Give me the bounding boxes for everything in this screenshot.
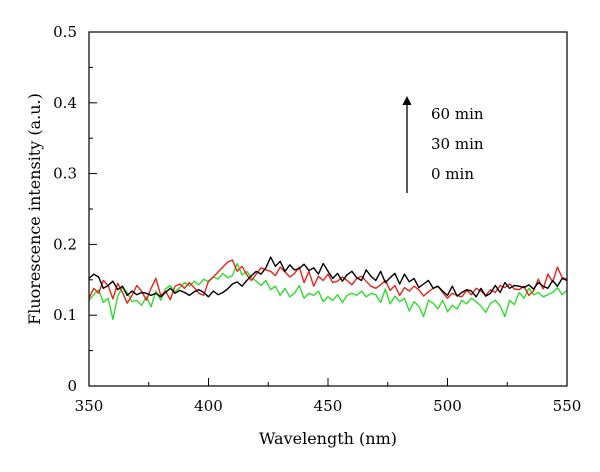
plot-frame xyxy=(88,31,568,387)
time-label-60min: 60 min xyxy=(431,105,484,123)
series-layer xyxy=(88,256,568,321)
y-tick-label: 0.2 xyxy=(53,235,77,253)
y-tick-label: 0.4 xyxy=(53,94,77,112)
time-label-30min: 30 min xyxy=(431,135,484,153)
series-line-black xyxy=(88,256,568,298)
x-tick-label: 450 xyxy=(314,397,343,415)
time-annotation: 60 min 30 min 0 min xyxy=(402,96,484,193)
x-tick-label: 550 xyxy=(553,397,582,415)
y-tick-label: 0.3 xyxy=(53,165,77,183)
y-tick-label: 0.1 xyxy=(53,306,77,324)
arrow-up-icon xyxy=(402,96,412,105)
series-line-red xyxy=(88,259,568,304)
time-label-0min: 0 min xyxy=(431,165,474,183)
y-tick-label: 0 xyxy=(67,377,77,395)
x-axis-ticks: 350 400 450 500 550 xyxy=(75,378,582,415)
y-axis-ticks: 0 0.1 0.2 0.3 0.4 0.5 xyxy=(53,23,97,395)
x-tick-label: 400 xyxy=(194,397,223,415)
y-axis-label: Fluorescence intensity (a.u.) xyxy=(25,93,44,325)
series-line-green xyxy=(88,262,568,321)
x-axis-label: Wavelength (nm) xyxy=(259,429,397,448)
x-tick-label: 500 xyxy=(433,397,462,415)
x-tick-label: 350 xyxy=(75,397,104,415)
y-tick-label: 0.5 xyxy=(53,23,77,41)
